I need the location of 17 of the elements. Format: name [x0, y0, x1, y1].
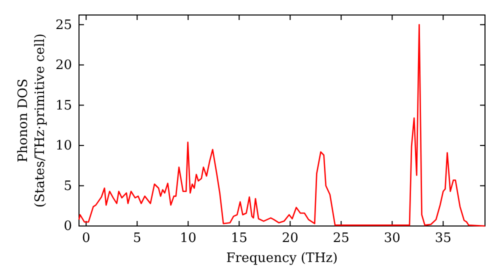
x-tick-label: 20: [282, 231, 298, 246]
y-tick-label: 20: [55, 58, 72, 74]
x-tick-label: 5: [133, 231, 142, 246]
x-tick-label: 30: [384, 231, 400, 246]
x-axis-title: Frequency (THz): [226, 251, 338, 266]
x-tick-label: 0: [82, 231, 90, 246]
x-tick-label: 35: [434, 231, 452, 246]
line-series: [78, 24, 486, 227]
y-tick-label: 25: [55, 18, 72, 33]
y-tick-label: 10: [55, 138, 72, 154]
x-tick-label: 10: [180, 231, 196, 246]
x-tick-label: 15: [230, 231, 248, 246]
y-tick-label: 5: [64, 178, 72, 194]
x-tick-label: 25: [332, 231, 350, 246]
y-tick-label: 0: [64, 219, 72, 234]
y-axis-title: Phonon DOS (States/THz·primitive cell): [16, 33, 48, 208]
y-tick-label: 15: [55, 98, 72, 114]
